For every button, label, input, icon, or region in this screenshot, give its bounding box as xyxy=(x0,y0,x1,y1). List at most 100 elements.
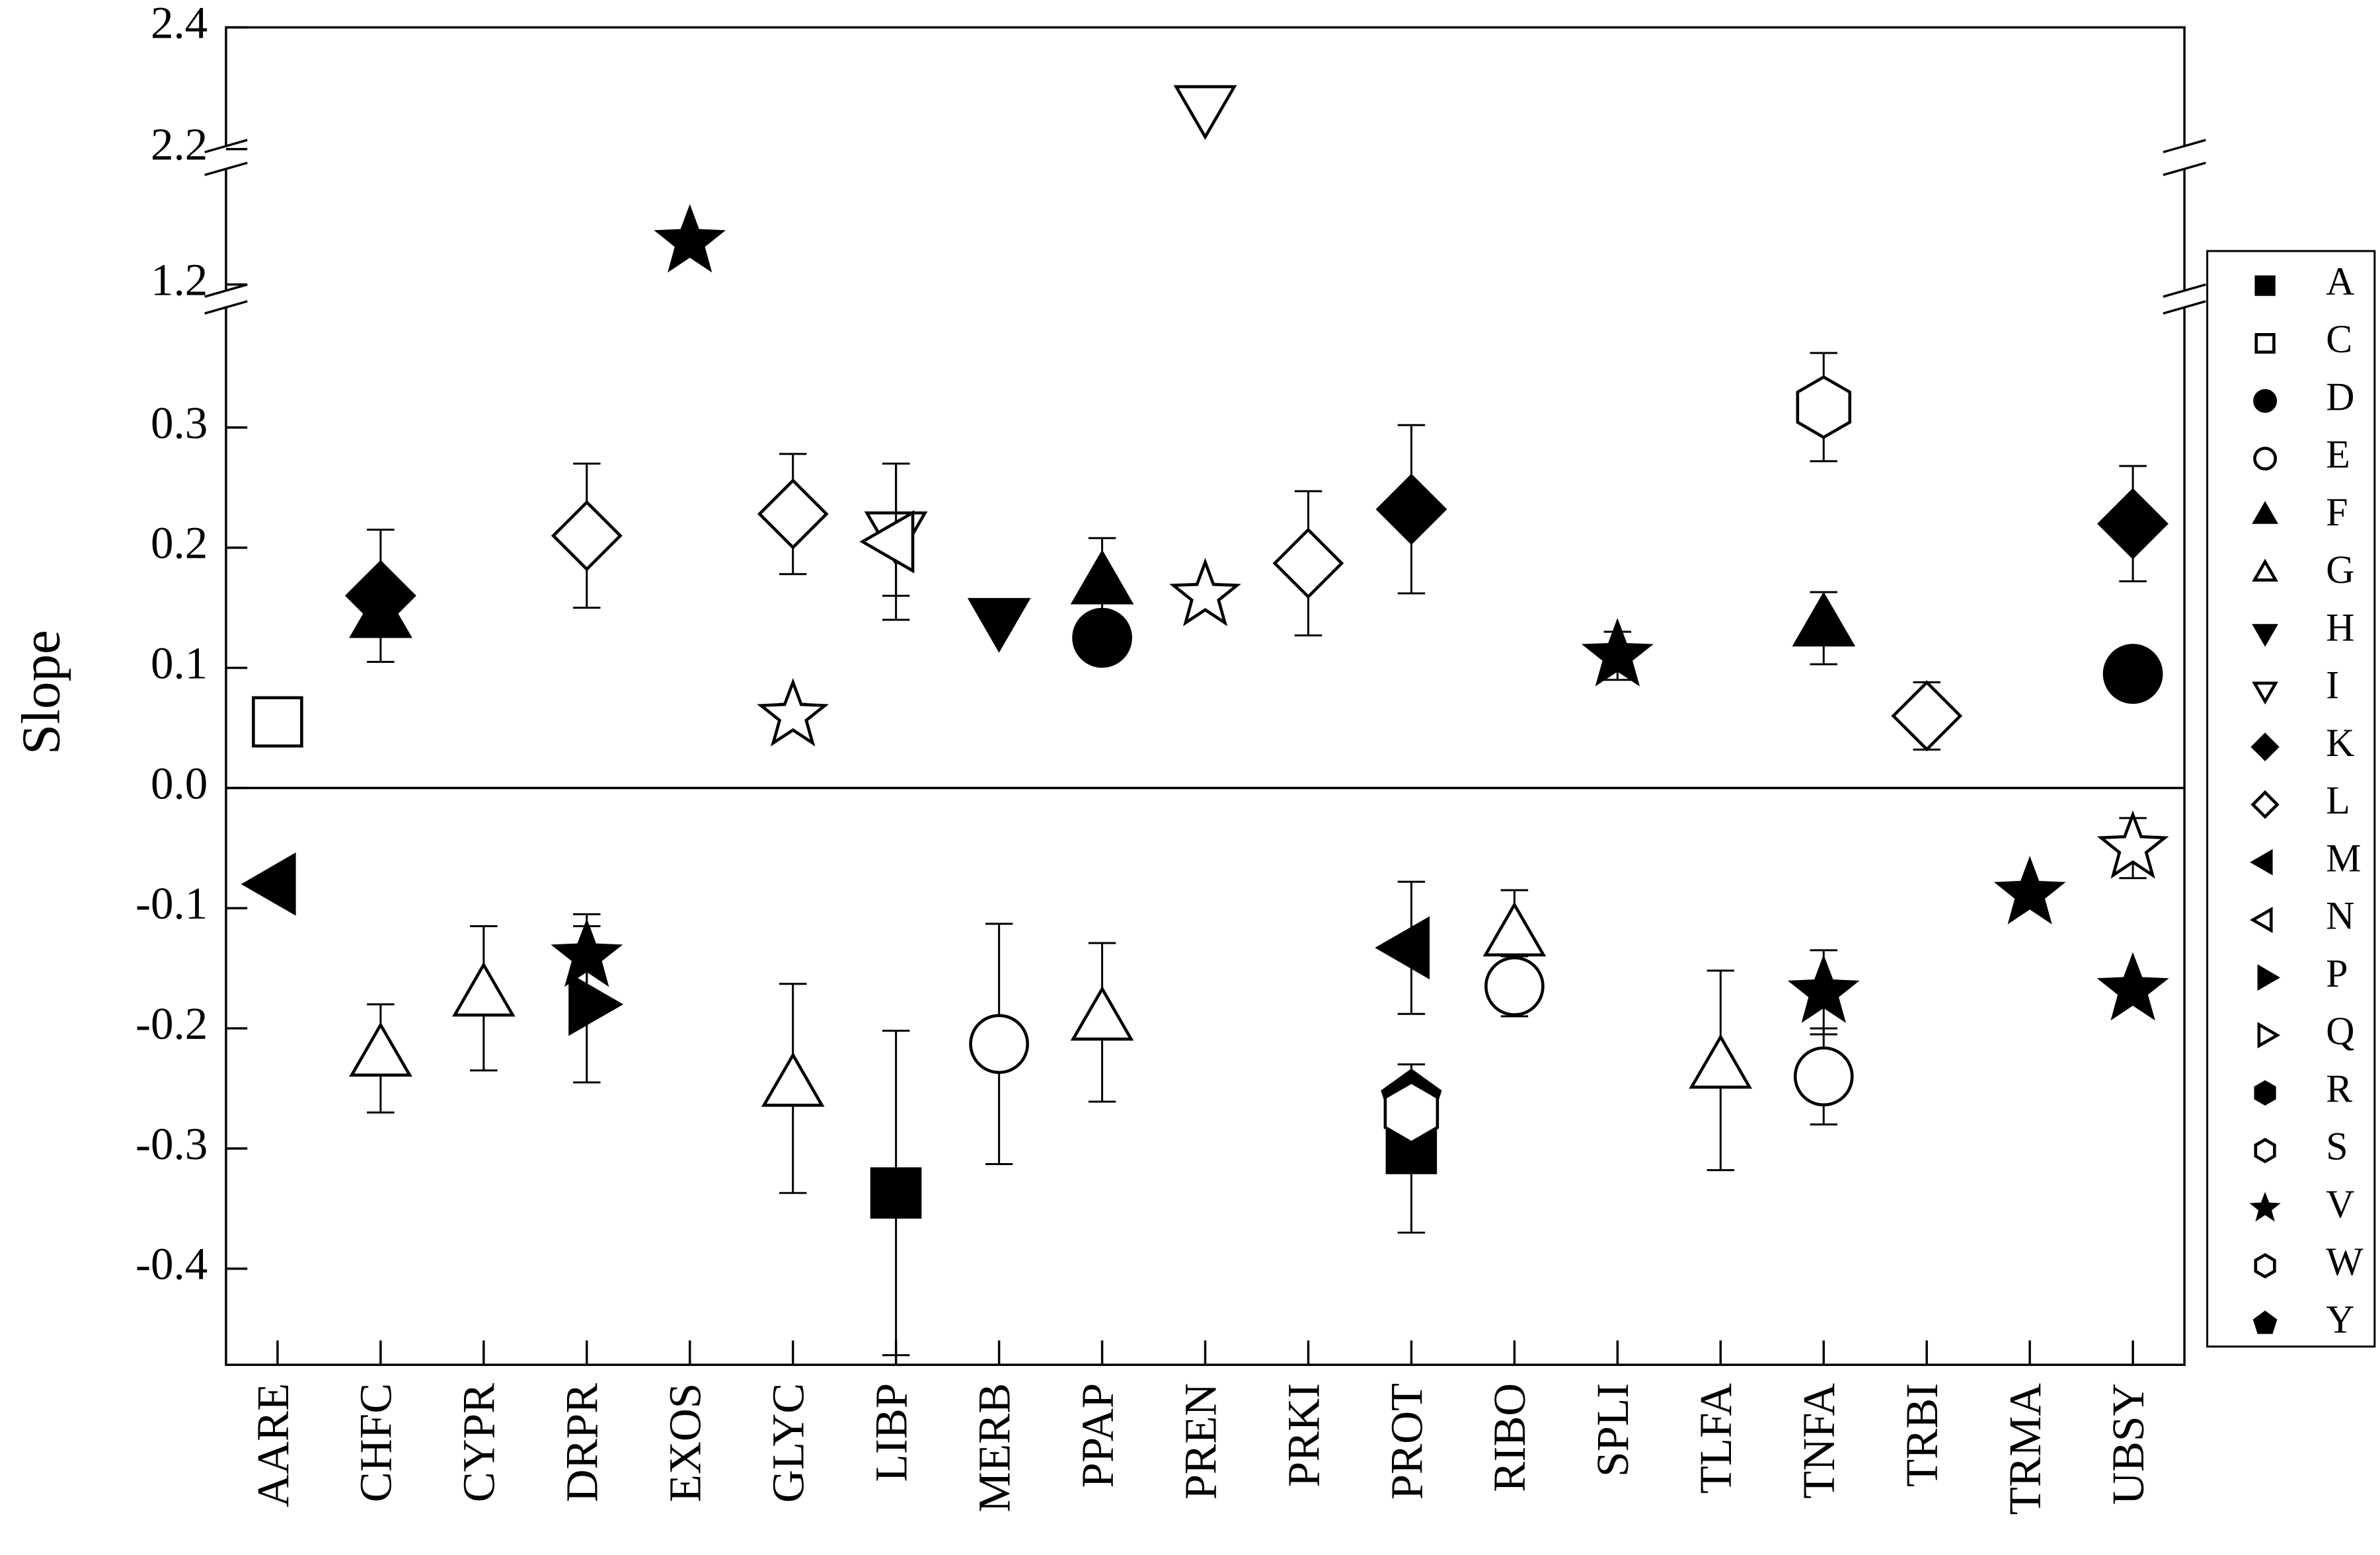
data-point xyxy=(2097,488,2169,560)
data-point xyxy=(1070,549,1134,605)
legend-label: H xyxy=(2326,605,2354,649)
legend-marker xyxy=(2250,907,2273,933)
legend-label: K xyxy=(2326,721,2354,765)
y-tick-label: -0.4 xyxy=(135,1238,208,1289)
data-point xyxy=(2096,810,2169,879)
data-point xyxy=(967,597,1031,653)
x-tick-label: SPLI xyxy=(1587,1383,1638,1477)
y-tick-label: -0.2 xyxy=(135,998,208,1049)
data-point xyxy=(1993,856,2066,925)
data-point xyxy=(1581,618,1654,687)
y-tick-label: -0.1 xyxy=(135,878,208,929)
x-tick-label: GLYC xyxy=(763,1383,814,1503)
legend-marker xyxy=(2254,1137,2276,1164)
legend-marker xyxy=(2252,624,2278,647)
legend-marker xyxy=(2253,447,2278,471)
data-point xyxy=(1272,527,1344,599)
legend-marker xyxy=(2252,681,2278,705)
legend-label: Y xyxy=(2326,1297,2354,1341)
axis-break-mark xyxy=(204,283,248,298)
data-point xyxy=(1793,1046,1854,1107)
y-tick-label: 1.2 xyxy=(151,254,208,305)
axis-break-mark xyxy=(2163,161,2206,176)
x-tick-label: CYPR xyxy=(453,1383,504,1502)
x-tick-label: PRKI xyxy=(1278,1383,1328,1487)
legend-marker xyxy=(2257,1022,2281,1049)
legend-label: V xyxy=(2326,1182,2354,1226)
data-point xyxy=(241,852,296,916)
data-point xyxy=(344,560,416,632)
data-point xyxy=(870,1167,922,1219)
legend-marker xyxy=(2254,1080,2276,1106)
data-point xyxy=(757,478,829,550)
data-point xyxy=(568,972,624,1036)
x-tick-label: AARE xyxy=(247,1383,298,1507)
legend-label: C xyxy=(2326,317,2352,361)
y-tick-label: 2.2 xyxy=(151,118,208,169)
data-point xyxy=(452,962,516,1017)
y-tick-label: 2.4 xyxy=(151,0,208,48)
data-point xyxy=(1072,607,1132,668)
x-tick-label: PPAP xyxy=(1071,1383,1122,1488)
data-point xyxy=(551,918,623,987)
legend-label: I xyxy=(2326,664,2339,707)
y-tick-label: 0.3 xyxy=(151,397,208,448)
data-point xyxy=(1484,956,1545,1016)
x-tick-label: PROT xyxy=(1381,1383,1432,1500)
data-point xyxy=(551,500,623,572)
y-tick-label: 0.2 xyxy=(151,517,208,568)
legend-label: E xyxy=(2326,433,2350,476)
data-point xyxy=(1375,473,1447,545)
legend-marker xyxy=(2254,275,2276,296)
x-tick-label: RIBO xyxy=(1484,1383,1535,1492)
y-tick-label: -0.3 xyxy=(135,1118,208,1169)
x-tick-label: UBSY xyxy=(2102,1383,2153,1505)
y-axis-label: Slope xyxy=(10,630,71,755)
legend-label: G xyxy=(2326,548,2354,591)
legend-marker xyxy=(2254,332,2276,354)
legend-label: Q xyxy=(2326,1009,2354,1053)
legend-marker xyxy=(2250,732,2280,761)
data-point xyxy=(1383,1081,1440,1145)
data-point xyxy=(761,1051,825,1107)
legend-marker xyxy=(2249,1192,2281,1222)
data-point xyxy=(2102,644,2163,704)
data-point xyxy=(2096,952,2169,1021)
legend-label: S xyxy=(2326,1125,2348,1168)
x-tick-label: TRBI xyxy=(1896,1383,1947,1487)
axis-break-mark xyxy=(2163,300,2206,315)
x-tick-label: TNFA xyxy=(1793,1383,1844,1499)
x-tick-label: TRMA xyxy=(1999,1383,2050,1515)
x-tick-label: EXOS xyxy=(660,1383,710,1502)
data-point xyxy=(1891,680,1963,752)
y-tick-label: 0.1 xyxy=(151,637,208,688)
axis-break-gap xyxy=(2178,146,2191,169)
axis-break-gap xyxy=(2178,290,2191,308)
x-tick-label: MERB xyxy=(968,1383,1019,1513)
legend-label: F xyxy=(2326,490,2348,534)
data-point xyxy=(1173,85,1237,140)
data-point xyxy=(349,1022,412,1077)
legend-label: L xyxy=(2326,778,2350,822)
legend-marker xyxy=(2254,1253,2276,1279)
data-point xyxy=(1792,591,1856,647)
legend-marker xyxy=(2252,1310,2278,1334)
x-tick-label: CHFC xyxy=(350,1383,401,1502)
axis-break-gap xyxy=(219,290,233,308)
data-point xyxy=(654,204,726,273)
data-point xyxy=(252,696,303,748)
data-point xyxy=(1169,558,1241,626)
legend-label: W xyxy=(2326,1240,2363,1283)
x-tick-label: TLFA xyxy=(1690,1383,1741,1494)
x-tick-label: LIBP xyxy=(866,1383,917,1482)
legend-label: M xyxy=(2326,836,2361,880)
data-point xyxy=(969,1014,1029,1075)
data-point xyxy=(1796,375,1852,439)
axis-break-mark xyxy=(2163,283,2206,298)
legend-label: D xyxy=(2326,375,2354,418)
data-point xyxy=(1375,916,1430,980)
data-point xyxy=(859,510,915,574)
legend-box xyxy=(2206,250,2376,1348)
